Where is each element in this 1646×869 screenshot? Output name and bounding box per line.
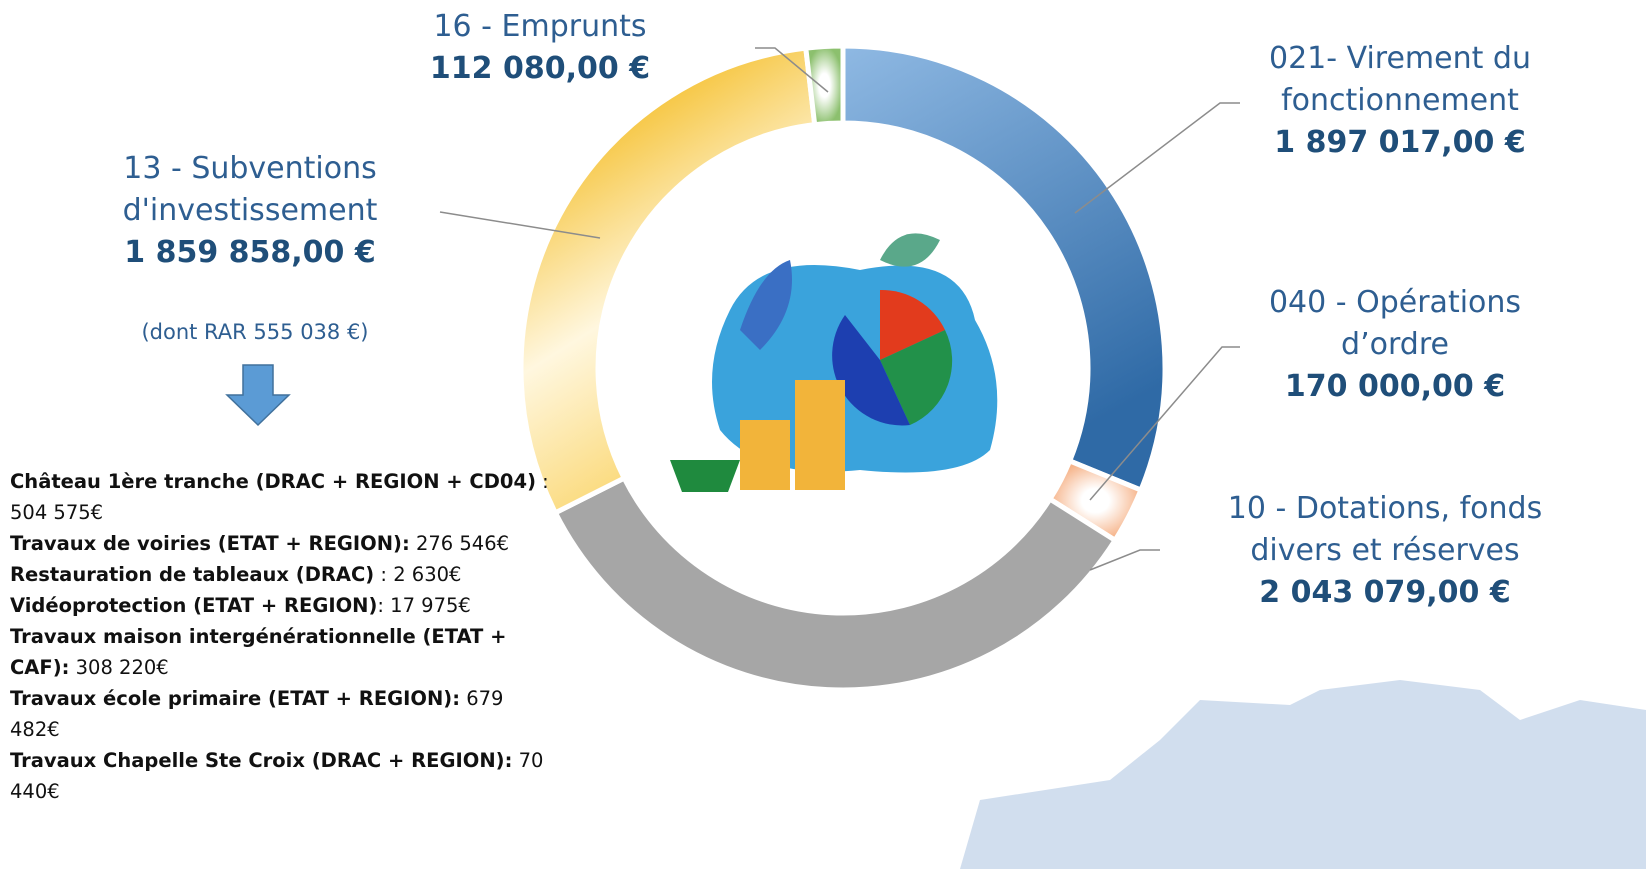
detail-amount: 504 575€ — [10, 501, 104, 524]
slice-label: 16 - Emprunts 112 080,00 € — [390, 6, 690, 90]
detail-item: Travaux maison intergénérationnelle (ETA… — [10, 621, 555, 683]
detail-item: Vidéoprotection (ETAT + REGION): 17 975€ — [10, 590, 555, 621]
detail-label: Travaux maison intergénérationnelle (ETA… — [10, 625, 507, 679]
slice-label: 10 - Dotations, fonds divers et réserves… — [1215, 488, 1555, 614]
category-name: 040 - Opérations d’ordre — [1268, 285, 1522, 362]
detail-amount: 70 440€ — [10, 749, 544, 803]
details-list: Château 1ère tranche (DRAC + REGION + CD… — [10, 466, 555, 807]
detail-item: Travaux école primaire (ETAT + REGION): … — [10, 683, 555, 745]
detail-item: Château 1ère tranche (DRAC + REGION + CD… — [10, 466, 555, 528]
value-label: 170 000,00 € — [1284, 369, 1506, 404]
donut-slice — [840, 43, 1168, 494]
background-silhouette — [960, 680, 1646, 869]
detail-label: Château 1ère tranche (DRAC + REGION + CD… — [10, 470, 536, 493]
detail-amount: 2 630€ — [393, 563, 462, 586]
category-name: 13 - Subventions d'investissement — [122, 151, 378, 228]
detail-amount: 308 220€ — [75, 656, 169, 679]
leader-lines — [439, 47, 1240, 571]
category-name: 021- Virement du fonctionnement — [1268, 41, 1531, 118]
detail-separator: : — [374, 563, 387, 586]
donut-slice — [803, 43, 846, 128]
donut-slice — [518, 45, 818, 517]
detail-separator: : — [535, 470, 549, 493]
center-illustration — [670, 233, 998, 492]
detail-label: Vidéoprotection (ETAT + REGION) — [10, 594, 378, 617]
value-label: 112 080,00 € — [429, 51, 651, 86]
detail-label: Travaux école primaire (ETAT + REGION): — [10, 687, 461, 710]
detail-amount: 17 975€ — [390, 594, 471, 617]
detail-amount: 276 546€ — [415, 532, 510, 555]
donut-slice — [552, 474, 1119, 693]
detail-item: Restauration de tableaux (DRAC) : 2 630€ — [10, 559, 555, 590]
detail-item: Travaux Chapelle Ste Croix (DRAC + REGIO… — [10, 745, 555, 807]
category-name: 10 - Dotations, fonds divers et réserves — [1227, 491, 1543, 568]
value-label: 1 859 858,00 € — [124, 235, 376, 270]
arrow-down — [225, 364, 291, 427]
value-label: 1 897 017,00 € — [1274, 125, 1526, 160]
slice-label: 040 - Opérations d’ordre 170 000,00 € — [1245, 282, 1545, 408]
note: (dont RAR 555 038 €) — [141, 320, 369, 344]
value-label: 2 043 079,00 € — [1259, 575, 1511, 610]
detail-label: Restauration de tableaux (DRAC) — [10, 563, 375, 586]
detail-separator: : — [377, 594, 384, 617]
donut — [518, 43, 1168, 693]
detail-label: Travaux Chapelle Ste Croix (DRAC + REGIO… — [10, 749, 513, 772]
detail-label: Travaux de voiries (ETAT + REGION): — [10, 532, 410, 555]
detail-item: Travaux de voiries (ETAT + REGION): 276 … — [10, 528, 555, 559]
slice-label: 13 - Subventions d'investissement 1 859 8… — [100, 148, 400, 274]
detail-amount: 679 482€ — [10, 687, 504, 741]
category-name: 16 - Emprunts — [433, 9, 647, 44]
slice-label: 021- Virement du fonctionnement 1 897 017… — [1230, 38, 1570, 164]
